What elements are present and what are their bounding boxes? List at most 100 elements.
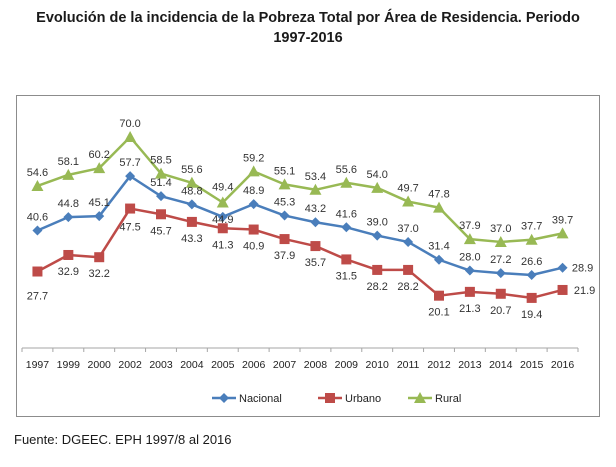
point-marker-nacional: [186, 199, 197, 210]
data-label-urbano: 19.4: [521, 309, 542, 321]
point-marker-rural: [185, 176, 198, 188]
point-marker-nacional: [464, 265, 475, 276]
point-marker-nacional: [557, 262, 568, 273]
data-label-urbano: 32.9: [58, 266, 79, 278]
point-marker-nacional: [495, 268, 506, 279]
legend-label: Rural: [435, 393, 461, 405]
chart-title: Evolución de la incidencia de la Pobreza…: [0, 8, 616, 48]
x-tick-label: 2014: [489, 359, 513, 371]
data-label-rural: 49.7: [397, 183, 418, 195]
data-label-nacional: 57.7: [119, 157, 140, 169]
data-label-urbano: 40.9: [243, 241, 264, 253]
data-label-urbano: 21.3: [459, 303, 480, 315]
point-marker-rural: [556, 227, 569, 239]
data-label-rural: 58.1: [58, 156, 79, 168]
point-marker-urbano: [279, 234, 290, 245]
point-marker-urbano: [125, 203, 136, 214]
legend-item-urbano: Urbano: [318, 393, 381, 405]
x-tick-label: 2005: [211, 359, 235, 371]
series-rural: [31, 131, 569, 247]
point-marker-nacional: [32, 225, 43, 236]
data-label-urbano: 37.9: [274, 250, 295, 262]
data-label-nacional: 31.4: [428, 241, 449, 253]
data-label-rural: 53.4: [305, 171, 326, 183]
point-marker-urbano: [341, 254, 352, 265]
x-tick-label: 2006: [242, 359, 266, 371]
x-tick-label: 2007: [273, 359, 297, 371]
source-note: Fuente: DGEEC. EPH 1997/8 al 2016: [14, 432, 232, 447]
data-label-nacional: 45.3: [274, 197, 295, 209]
data-label-urbano: 28.2: [397, 281, 418, 293]
point-marker-urbano: [372, 264, 383, 275]
series-line-nacional: [36, 174, 563, 277]
point-marker-nacional: [125, 171, 136, 182]
x-tick-label: 1999: [57, 359, 81, 371]
data-label-rural: 55.1: [274, 165, 295, 177]
data-label-urbano: 43.3: [181, 233, 202, 245]
x-tick-label: 2000: [88, 359, 112, 371]
point-marker-urbano: [217, 223, 228, 234]
data-label-urbano: 21.9: [574, 285, 595, 297]
data-label-rural: 60.2: [89, 149, 110, 161]
x-tick-label: 2003: [149, 359, 173, 371]
series-line-urbano: [36, 207, 563, 300]
point-marker-rural: [278, 178, 291, 190]
point-marker-nacional: [310, 217, 321, 228]
data-label-nacional: 48.9: [243, 185, 264, 197]
data-label-urbano: 47.5: [119, 222, 140, 234]
data-label-nacional: 45.1: [89, 197, 110, 209]
point-marker-rural: [124, 131, 137, 142]
series-group: [31, 131, 569, 303]
data-label-urbano: 35.7: [305, 257, 326, 269]
point-marker-urbano: [403, 264, 414, 275]
legend-item-nacional: Nacional: [212, 393, 282, 405]
data-label-rural: 55.6: [181, 164, 202, 176]
point-marker-rural: [309, 183, 322, 195]
point-marker-nacional: [248, 199, 259, 210]
point-marker-nacional: [156, 191, 166, 202]
legend: Nacional Urbano Rural: [212, 392, 461, 405]
data-label-nacional: 28.0: [459, 252, 480, 264]
data-label-rural: 59.2: [243, 152, 264, 164]
point-marker-rural: [402, 195, 415, 207]
x-tick-label: 2013: [458, 359, 482, 371]
data-label-urbano: 45.7: [150, 225, 171, 237]
data-labels: 40.6 44.8 45.1 57.7 51.4 48.8 44.9 48.9 45.3 43.2…: [27, 118, 596, 321]
x-tick-label: 1997: [26, 359, 50, 371]
point-marker-nacional: [217, 211, 228, 222]
series-line-rural: [37, 135, 563, 244]
legend-item-rural: Rural: [408, 392, 461, 405]
x-tick-label: 2002: [118, 359, 142, 371]
point-marker-urbano: [464, 286, 475, 297]
x-tick-label: 2016: [551, 359, 575, 371]
data-label-nacional: 44.8: [58, 198, 79, 210]
data-label-urbano: 32.2: [89, 268, 110, 280]
point-marker-urbano: [557, 284, 568, 295]
point-marker-urbano: [94, 252, 105, 263]
point-marker-urbano: [156, 209, 166, 220]
point-marker-nacional: [372, 230, 383, 241]
point-marker-rural: [494, 235, 507, 247]
data-label-nacional: 26.6: [521, 256, 542, 268]
data-label-rural: 39.7: [552, 214, 573, 226]
point-marker-urbano: [325, 393, 335, 403]
chart-title-line1: Evolución de la incidencia de la Pobreza…: [36, 10, 580, 26]
data-label-nacional: 28.9: [572, 263, 593, 275]
data-label-urbano: 31.5: [336, 270, 357, 282]
point-marker-rural: [93, 162, 106, 174]
point-marker-rural: [155, 167, 167, 179]
data-label-nacional: 27.2: [490, 254, 511, 266]
data-label-nacional: 48.8: [181, 185, 202, 197]
point-marker-nacional: [94, 211, 105, 222]
point-marker-urbano: [434, 290, 444, 301]
chart-title-line2: 1997-2016: [273, 30, 343, 46]
chart-area: [16, 95, 600, 417]
data-label-nacional: 44.9: [212, 214, 233, 226]
data-label-urbano: 20.7: [490, 305, 511, 317]
data-label-rural: 49.4: [212, 182, 233, 194]
point-marker-nacional: [403, 236, 414, 247]
point-marker-rural: [62, 168, 75, 180]
point-marker-rural: [525, 233, 538, 245]
point-marker-nacional: [526, 270, 537, 281]
